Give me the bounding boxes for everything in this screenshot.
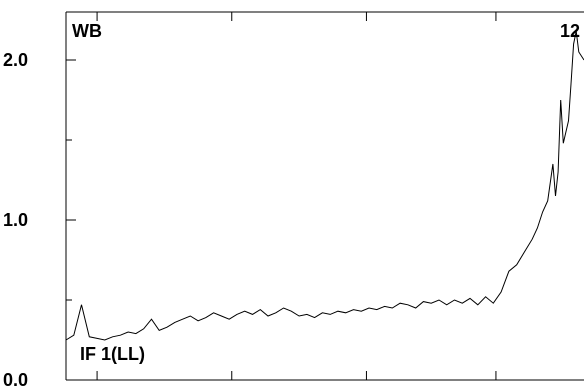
y-tick-label: 1.0 — [3, 210, 28, 230]
series-line — [65, 31, 584, 341]
x-axis-ticks — [96, 12, 497, 380]
plot-frame — [65, 11, 584, 381]
y-axis-ticks — [66, 59, 76, 381]
y-tick-label: 0.0 — [3, 370, 28, 390]
annotation-top-right: 12 — [560, 21, 580, 41]
y-tick-label: 2.0 — [3, 50, 28, 70]
annotation-bottom-left: IF 1(LL) — [80, 344, 145, 364]
y-axis-tick-labels: 0.0 1.0 2.0 — [3, 50, 28, 390]
annotation-top-left: WB — [72, 21, 102, 41]
